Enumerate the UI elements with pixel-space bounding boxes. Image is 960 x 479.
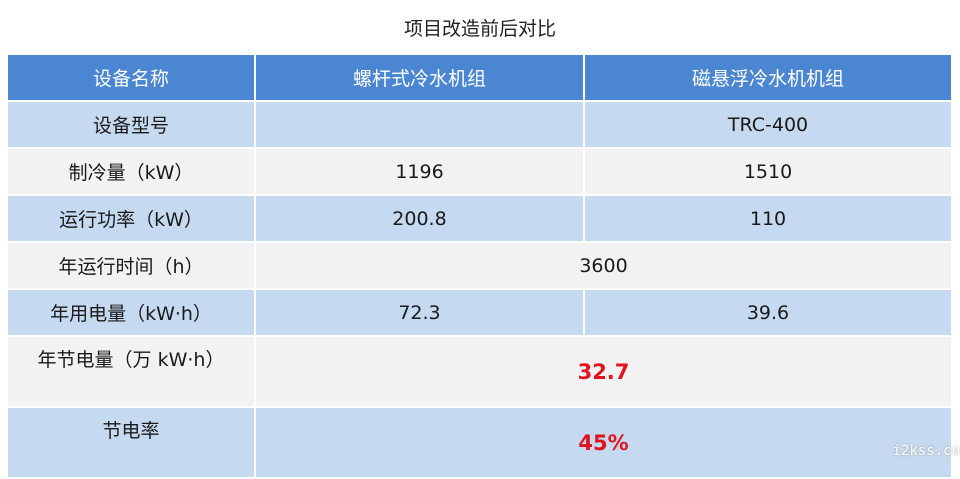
header-equipment-name: 设备名称 <box>8 55 256 102</box>
table-row: 年用电量（kW·h） 72.3 39.6 <box>8 289 953 337</box>
watermark: i2kss.co <box>892 443 960 459</box>
table-row: 制冷量（kW） 1196 1510 <box>8 148 953 196</box>
comparison-table: 设备名称 螺杆式冷水机组 磁悬浮冷水机机组 设备型号 TRC-400 制冷量（k… <box>8 55 953 479</box>
screw-value <box>255 101 585 149</box>
screw-value: 72.3 <box>255 289 585 337</box>
maglev-value: 1510 <box>584 148 953 196</box>
row-label: 制冷量（kW） <box>8 148 256 196</box>
merged-value: 3600 <box>255 242 953 290</box>
table-row: 年运行时间（h） 3600 <box>8 242 953 290</box>
row-label: 节电率 <box>8 407 256 479</box>
maglev-value: 39.6 <box>584 289 953 337</box>
row-label: 年节电量（万 kW·h） <box>8 336 256 408</box>
table-row: 设备型号 TRC-400 <box>8 101 953 149</box>
row-label: 年运行时间（h） <box>8 242 256 290</box>
row-label: 运行功率（kW） <box>8 195 256 243</box>
header-screw-chiller: 螺杆式冷水机组 <box>255 55 585 102</box>
annual-savings-value: 32.7 <box>255 336 953 408</box>
maglev-value: 110 <box>584 195 953 243</box>
screw-value: 1196 <box>255 148 585 196</box>
savings-rate-value: 45% <box>255 407 953 479</box>
maglev-value: TRC-400 <box>584 101 953 149</box>
table-title: 项目改造前后对比 <box>403 18 556 40</box>
header-row: 设备名称 螺杆式冷水机组 磁悬浮冷水机机组 <box>8 55 953 102</box>
screw-value: 200.8 <box>255 195 585 243</box>
row-label: 设备型号 <box>8 101 256 149</box>
header-maglev-chiller: 磁悬浮冷水机机组 <box>584 55 953 102</box>
table-row: 年节电量（万 kW·h） 32.7 <box>8 336 953 408</box>
table-row: 运行功率（kW） 200.8 110 <box>8 195 953 243</box>
row-label: 年用电量（kW·h） <box>8 289 256 337</box>
table-row: 节电率 45% <box>8 407 953 479</box>
